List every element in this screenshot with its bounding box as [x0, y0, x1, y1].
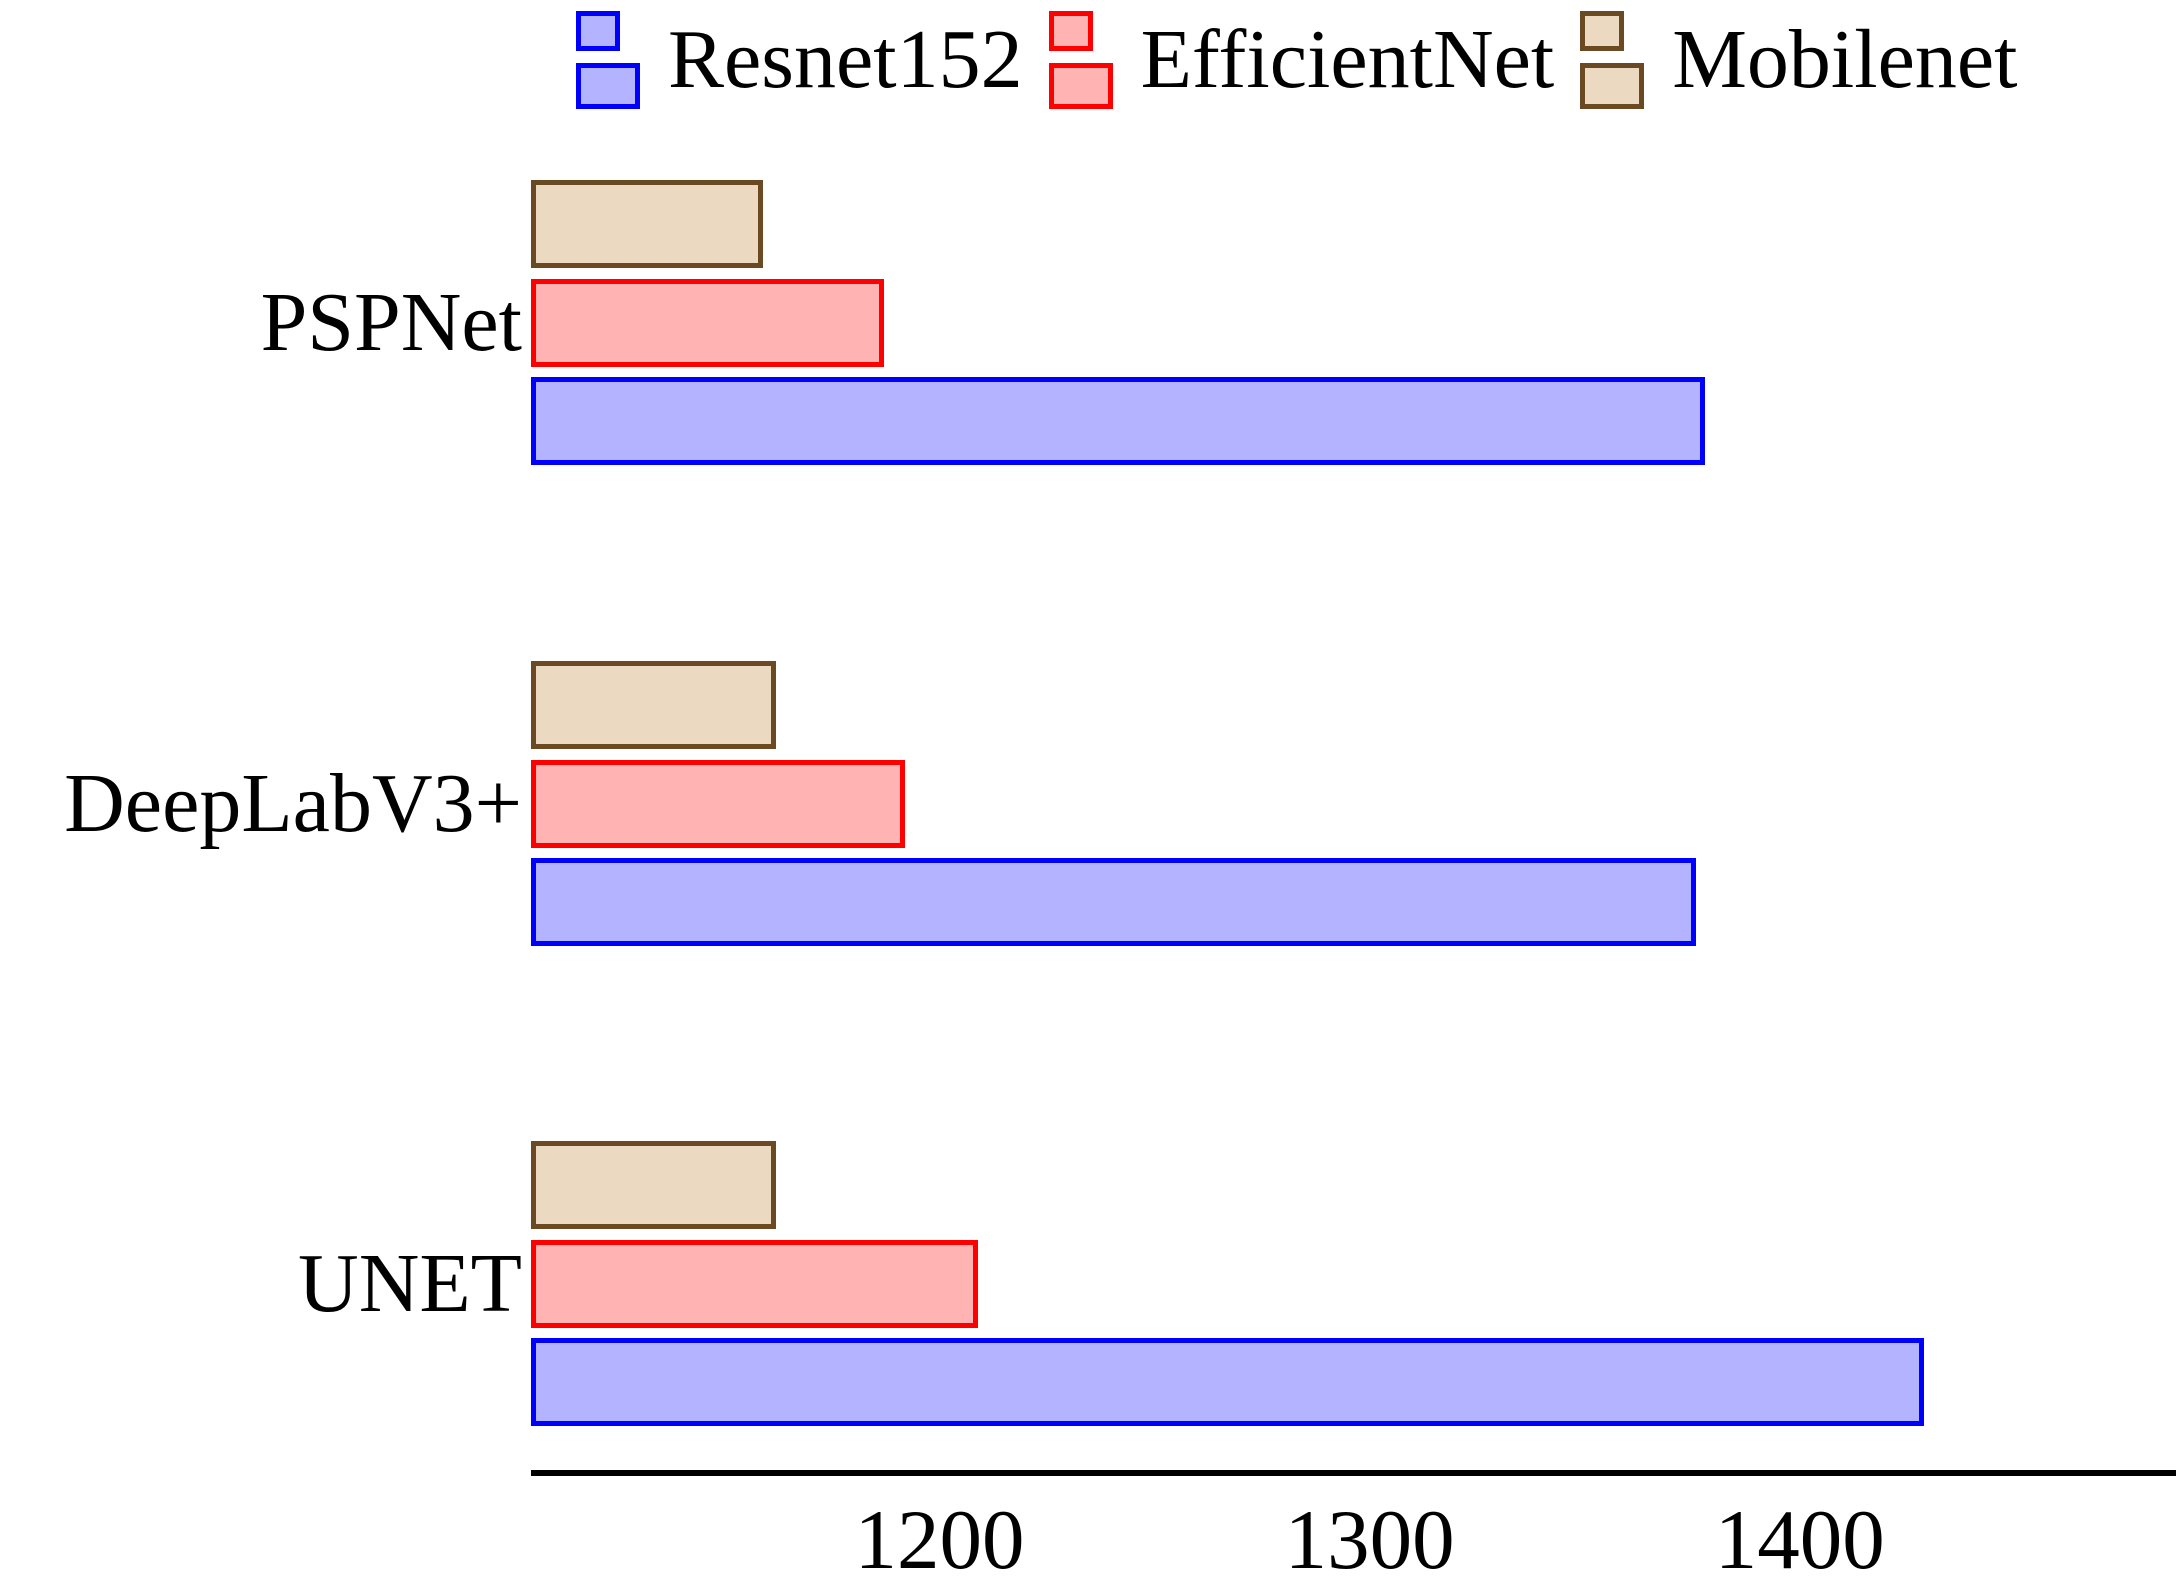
bar-UNET-Resnet152: [531, 1338, 1925, 1426]
mini-bar-top-icon: [1580, 11, 1625, 51]
legend-swatch-icon: [1580, 11, 1645, 109]
legend-item-0: Resnet152: [576, 11, 1023, 109]
legend-swatch-icon: [1048, 11, 1113, 109]
bar-DeepLabV3+-EfficientNet: [531, 760, 906, 848]
category-label-DeepLabV3+: DeepLabV3+: [64, 757, 522, 850]
x-axis-line: [531, 1470, 2176, 1476]
mini-bar-top-icon: [1048, 11, 1093, 51]
bar-PSPNet-Resnet152: [531, 377, 1706, 465]
bar-DeepLabV3+-Resnet152: [531, 858, 1697, 946]
legend-label: Resnet152: [668, 13, 1023, 106]
category-label-PSPNet: PSPNet: [260, 276, 522, 369]
category-label-UNET: UNET: [298, 1237, 522, 1330]
mini-bar-bottom-icon: [1048, 63, 1113, 109]
bar-PSPNet-Mobilenet: [531, 180, 764, 268]
legend-item-2: Mobilenet: [1580, 11, 2018, 109]
bar-UNET-Mobilenet: [531, 1141, 777, 1229]
mini-bar-bottom-icon: [576, 63, 640, 109]
legend-swatch-icon: [576, 11, 640, 109]
bar-DeepLabV3+-Mobilenet: [531, 661, 777, 749]
mini-bar-bottom-icon: [1580, 63, 1645, 109]
x-tick-label-1400: 1400: [1714, 1493, 1885, 1587]
legend-label: EfficientNet: [1140, 13, 1555, 106]
legend-item-1: EfficientNet: [1048, 11, 1555, 109]
bar-PSPNet-EfficientNet: [531, 279, 884, 367]
legend: Resnet152 EfficientNet Mobilenet: [576, 4, 2018, 116]
legend-label: Mobilenet: [1672, 13, 2018, 106]
x-tick-label-1300: 1300: [1284, 1493, 1455, 1587]
mini-bar-top-icon: [576, 11, 620, 51]
bar-UNET-EfficientNet: [531, 1240, 979, 1328]
x-tick-label-1200: 1200: [854, 1493, 1025, 1587]
